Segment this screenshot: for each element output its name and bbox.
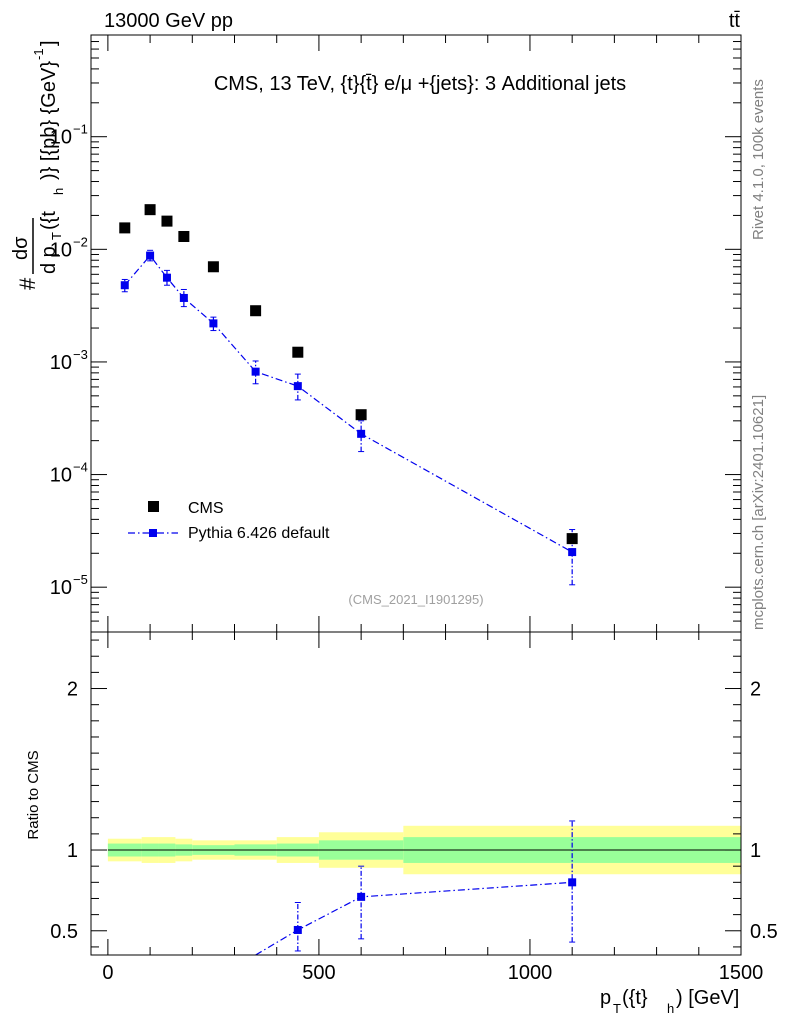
ratio-y-tick-label-right: 1 bbox=[750, 840, 761, 862]
ratio-y-tick-label-right: 0.5 bbox=[750, 921, 778, 943]
watermark: (CMS_2021_I1901295) bbox=[348, 592, 483, 607]
cms-point bbox=[292, 346, 304, 358]
cms-point bbox=[355, 409, 367, 421]
y-tick-mantissa: 10 bbox=[50, 577, 72, 599]
xlabel-p: p bbox=[600, 987, 611, 1009]
pythia-point bbox=[209, 319, 218, 328]
ylabel-sub-t: T bbox=[49, 232, 64, 240]
pythia-point bbox=[357, 429, 366, 438]
xlabel-arg: ({t} bbox=[622, 987, 648, 1009]
pythia-point bbox=[162, 273, 171, 282]
y-tick-label: 10 −3 bbox=[50, 347, 88, 374]
y-tick-label: 10 −5 bbox=[50, 572, 88, 599]
header-right: tt̄ bbox=[729, 10, 741, 32]
main-panel: CMS, 13 TeV, {t}{t̄} e/μ +{jets}: 3 Addi… bbox=[50, 34, 742, 633]
y-tick-exponent: −3 bbox=[73, 347, 88, 362]
ratio-pythia-line bbox=[255, 881, 573, 956]
cms-point bbox=[178, 230, 190, 242]
y-tick-label: 10 −4 bbox=[50, 460, 88, 487]
ratio-pythia-point bbox=[568, 878, 577, 887]
ratio-y-tick-label-left: 0.5 bbox=[50, 921, 78, 943]
ratio-frame bbox=[90, 631, 742, 956]
y-tick-exponent: −1 bbox=[73, 122, 88, 137]
cms-point bbox=[161, 215, 173, 227]
ratio-panel: 0.5 0.5 1 1 2 2 0 500 1000 1500 bbox=[50, 631, 778, 984]
ratio-y-tick-label-left: 2 bbox=[67, 679, 78, 701]
y-tick-mantissa: 10 bbox=[50, 465, 72, 487]
x-tick-label: 0 bbox=[102, 962, 113, 984]
header-left: 13000 GeV pp bbox=[104, 10, 233, 32]
ylabel-close: ] bbox=[38, 40, 60, 46]
y-tick-mantissa: 10 bbox=[50, 127, 72, 149]
ratio-y-tick-label-left: 1 bbox=[67, 840, 78, 862]
pythia-point bbox=[568, 548, 577, 557]
legend: CMS Pythia 6.426 default bbox=[128, 500, 330, 542]
x-tick-label: 1000 bbox=[508, 962, 553, 984]
legend-cms-label: CMS bbox=[188, 500, 224, 517]
xlabel-sub-h: h bbox=[667, 1001, 674, 1016]
ratio-ylabel: Ratio to CMS bbox=[25, 750, 42, 839]
mcplots-label: mcplots.cern.ch [arXiv:2401.10621] bbox=[750, 395, 767, 630]
legend-pythia-label: Pythia 6.426 default bbox=[188, 525, 330, 542]
legend-cms-marker bbox=[148, 501, 159, 512]
y-tick-exponent: −5 bbox=[73, 572, 88, 587]
pythia-point bbox=[120, 281, 129, 290]
pythia-point bbox=[146, 251, 155, 260]
ylabel-sub-h: h bbox=[51, 188, 66, 195]
y-tick-label: 10 −2 bbox=[50, 234, 88, 261]
xlabel-sub-t: T bbox=[613, 1001, 621, 1016]
main-frame bbox=[90, 34, 742, 633]
ylabel-ptarg: ({t bbox=[38, 211, 60, 230]
cms-point bbox=[566, 533, 578, 545]
ylabel-dsigma: dσ bbox=[10, 236, 32, 260]
pythia-point bbox=[179, 293, 188, 302]
rivet-label: Rivet 4.1.0, 100k events bbox=[750, 79, 767, 240]
x-tick-label: 1500 bbox=[719, 962, 764, 984]
main-ylabel: # dσ d p T ({t h )} [{pb} {GeV} -1 ] bbox=[10, 40, 66, 290]
ratio-pythia-point bbox=[293, 925, 302, 934]
ylabel-dpt: d p bbox=[38, 246, 60, 274]
y-tick-mantissa: 10 bbox=[50, 239, 72, 261]
x-tick-label: 500 bbox=[302, 962, 335, 984]
cms-point bbox=[144, 204, 156, 216]
xlabel: p T ({t} h ) [GeV] bbox=[600, 987, 739, 1016]
y-tick-label: 10 −1 bbox=[50, 122, 88, 149]
y-tick-exponent: −2 bbox=[73, 234, 88, 249]
ylabel-tail: )} [{pb} {GeV} bbox=[38, 61, 60, 180]
y-tick-mantissa: 10 bbox=[50, 352, 72, 374]
pythia-point bbox=[293, 382, 302, 391]
ratio-pythia-point bbox=[357, 892, 366, 901]
main-title: CMS, 13 TeV, {t}{t̄} e/μ +{jets}: 3 Addi… bbox=[214, 73, 626, 95]
xlabel-tail: ) [GeV] bbox=[676, 987, 739, 1009]
ylabel-hash: # bbox=[15, 277, 40, 290]
ylabel-sup: -1 bbox=[31, 48, 46, 60]
ratio-y-tick-label-right: 2 bbox=[750, 679, 761, 701]
cms-point bbox=[119, 222, 131, 234]
y-tick-exponent: −4 bbox=[73, 460, 88, 475]
pythia-point bbox=[251, 367, 260, 376]
cms-point bbox=[207, 261, 219, 273]
cms-point bbox=[250, 305, 262, 317]
legend-pythia-marker bbox=[149, 529, 157, 537]
